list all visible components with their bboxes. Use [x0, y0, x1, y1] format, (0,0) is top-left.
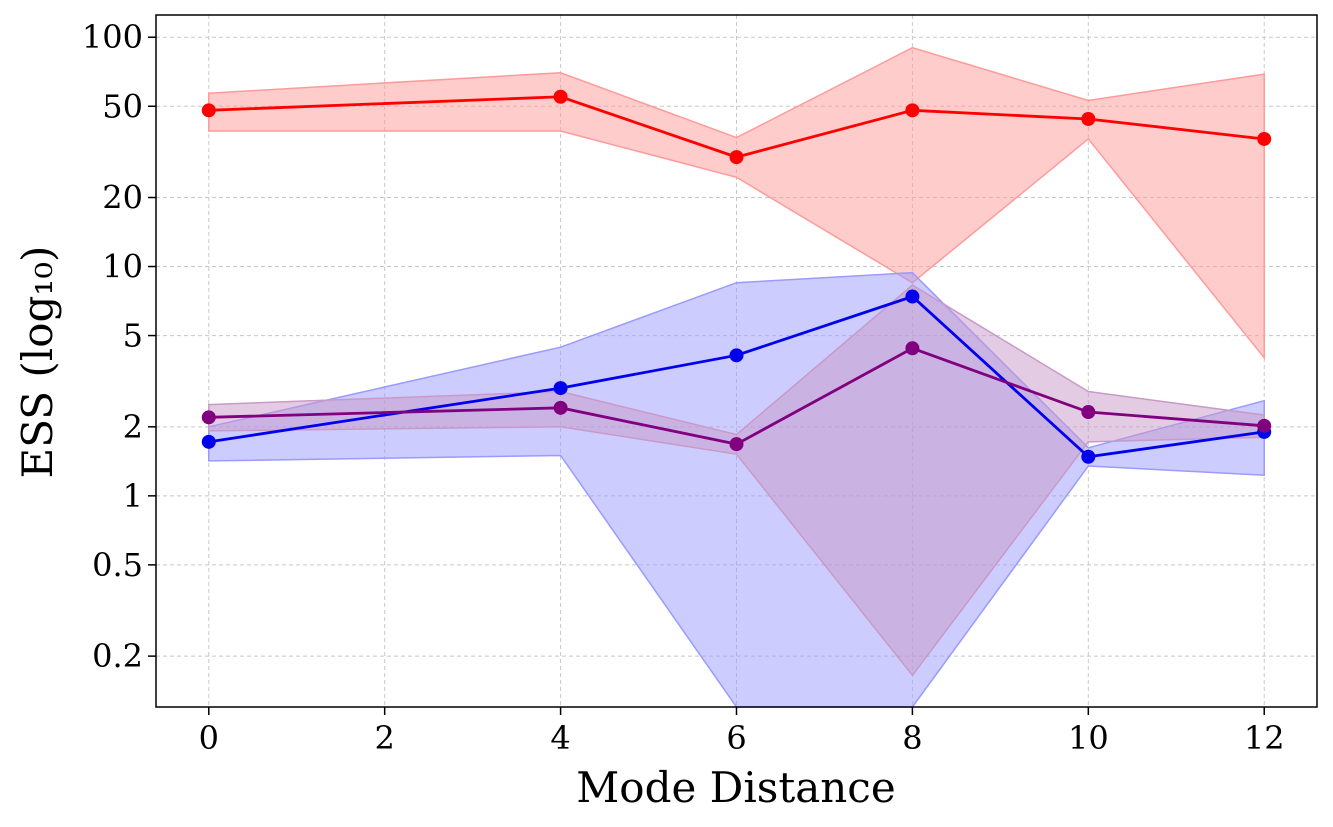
x-tick-label: 2: [375, 719, 395, 757]
point-series-2: [1257, 418, 1272, 433]
point-series-1: [729, 348, 744, 363]
point-series-1: [905, 289, 920, 304]
point-series-2: [553, 400, 568, 415]
x-tick-label: 8: [902, 719, 922, 757]
point-series-0: [1257, 131, 1272, 146]
y-tick-label: 1: [123, 477, 143, 515]
point-series-0: [905, 103, 920, 118]
point-series-2: [905, 341, 920, 356]
point-series-1: [553, 381, 568, 396]
x-axis-ticks: 0 2 4 6 8 10 12: [199, 707, 1285, 757]
y-axis-ticks: 0.2 0.5 1 2 5 10 20 50 100: [82, 18, 156, 675]
x-tick-label: 10: [1068, 719, 1109, 757]
y-tick-label: 50: [102, 87, 143, 125]
point-series-1: [201, 434, 216, 449]
point-series-0: [1081, 111, 1096, 126]
y-tick-label: 100: [82, 18, 143, 56]
point-series-2: [729, 437, 744, 452]
confidence-bands: [208, 46, 1265, 708]
x-tick-label: 6: [726, 719, 746, 757]
y-tick-label: 0.2: [92, 637, 143, 675]
line-series-2: [208, 346, 1265, 446]
x-tick-label: 0: [199, 719, 219, 757]
series-lines: [208, 95, 1265, 459]
y-tick-label: 20: [102, 179, 143, 217]
band-series-0: [208, 46, 1265, 360]
point-series-1: [1081, 449, 1096, 464]
line-series-1: [208, 294, 1265, 459]
y-axis-label: ESS (log₁₀): [13, 246, 62, 479]
y-tick-label: 10: [102, 248, 143, 286]
point-series-0: [201, 103, 216, 118]
y-tick-label: 0.5: [92, 546, 143, 584]
x-axis-label: Mode Distance: [576, 763, 895, 812]
point-series-0: [553, 89, 568, 104]
y-tick-label: 5: [123, 317, 143, 355]
point-series-2: [201, 410, 216, 425]
point-series-2: [1081, 405, 1096, 420]
band-series-1: [208, 271, 1265, 708]
x-tick-label: 12: [1244, 719, 1285, 757]
y-tick-label: 2: [123, 408, 143, 446]
series-points: [201, 89, 1272, 464]
point-series-0: [729, 150, 744, 165]
line-series-0: [208, 95, 1265, 159]
x-tick-label: 4: [550, 719, 570, 757]
